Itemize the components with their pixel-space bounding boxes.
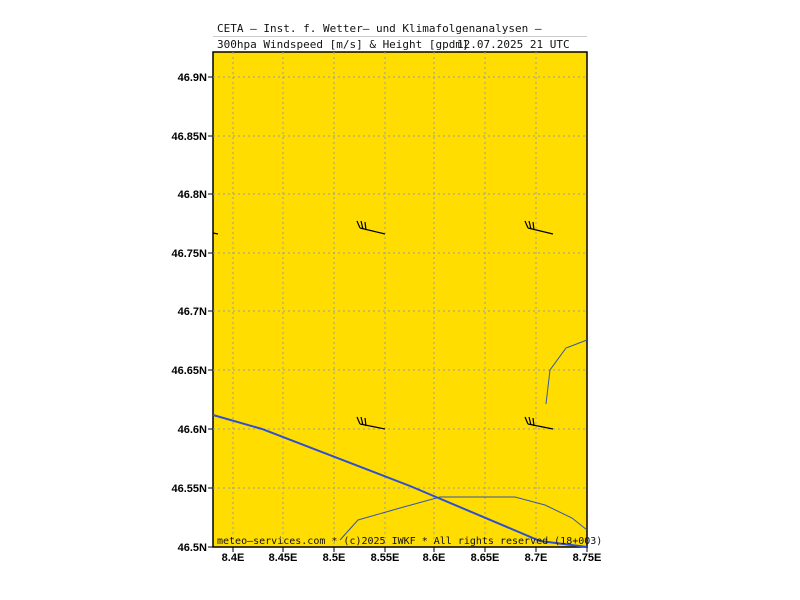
title-underline xyxy=(213,36,587,37)
map-title-line1: CETA — Inst. f. Wetter— und Klimafolgena… xyxy=(217,22,542,35)
wind-barb xyxy=(524,220,554,235)
lat-tick-label: 46.6N xyxy=(178,424,207,436)
wind-barb xyxy=(356,416,386,430)
lat-tick-label: 46.55N xyxy=(172,483,208,495)
map-grid xyxy=(213,52,587,547)
border-line xyxy=(339,496,588,541)
copyright-footer: meteo—services.com * (c)2025 IWKF * All … xyxy=(217,536,602,547)
longitude-axis: 8.4E 8.45E 8.5E 8.55E 8.6E 8.65E 8.7E 8.75E xyxy=(222,547,602,564)
wind-barb xyxy=(524,416,554,430)
lon-tick-label: 8.6E xyxy=(423,552,446,564)
lon-tick-label: 8.4E xyxy=(222,552,245,564)
map-background xyxy=(212,51,588,548)
valid-time: 12.07.2025 21 UTC xyxy=(457,38,570,51)
lon-tick-label: 8.45E xyxy=(269,552,298,564)
latitude-axis: 46.9N 46.85N 46.8N 46.75N 46.7N 46.65N 46.6N 46… xyxy=(172,72,213,554)
map-title-line2: 300hpa Windspeed [m/s] & Height [gpdm] xyxy=(217,38,469,51)
lat-tick-label: 46.85N xyxy=(172,131,208,143)
lon-tick-label: 8.75E xyxy=(573,552,602,564)
wind-barb-edge xyxy=(212,232,219,235)
lon-tick-label: 8.65E xyxy=(471,552,500,564)
lat-tick-label: 46.8N xyxy=(178,189,207,201)
height-contour-line xyxy=(212,414,588,548)
wind-barb xyxy=(356,220,386,235)
map-features xyxy=(212,220,588,548)
lake-outline xyxy=(545,339,588,405)
lon-tick-label: 8.7E xyxy=(525,552,548,564)
lon-tick-label: 8.55E xyxy=(371,552,400,564)
lat-tick-label: 46.7N xyxy=(178,306,207,318)
lat-tick-label: 46.65N xyxy=(172,365,208,377)
lat-tick-label: 46.9N xyxy=(178,72,207,84)
lat-tick-label: 46.75N xyxy=(172,248,208,260)
lat-tick-label: 46.5N xyxy=(178,542,207,554)
lon-tick-label: 8.5E xyxy=(323,552,346,564)
